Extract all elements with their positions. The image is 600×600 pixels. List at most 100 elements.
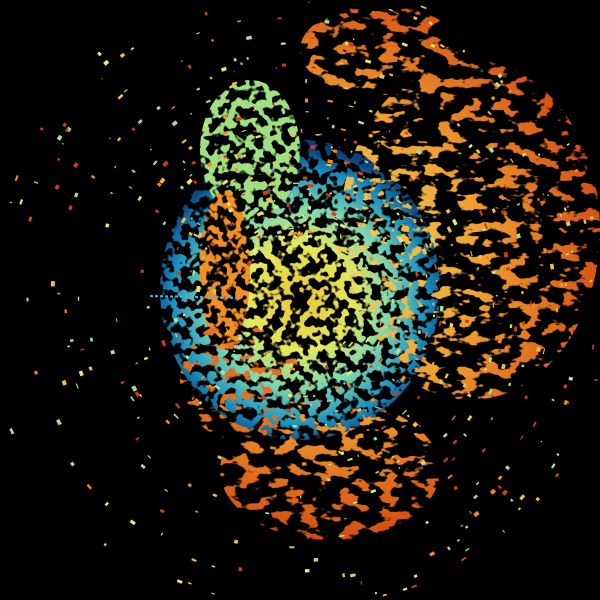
echo-speck <box>495 295 498 297</box>
echo-speck <box>403 243 407 248</box>
echo-speck <box>231 81 238 86</box>
echo-speck <box>487 110 492 116</box>
echo-speck <box>226 201 232 207</box>
echo-speck <box>56 418 62 426</box>
echo-speck <box>270 150 276 154</box>
echo-speck <box>203 172 210 179</box>
echo-speck <box>451 218 458 226</box>
echo-speck <box>319 133 323 136</box>
echo-speck <box>391 455 395 459</box>
echo-speck <box>438 380 443 385</box>
echo-speck <box>147 455 152 459</box>
echo-speck <box>67 345 71 348</box>
echo-speck <box>245 35 253 41</box>
echo-speck <box>339 223 347 229</box>
echo-speck <box>396 319 401 325</box>
echo-speck <box>338 534 345 538</box>
echo-speck <box>408 234 412 240</box>
echo-speck <box>171 105 176 110</box>
echo-speck <box>499 79 504 84</box>
echo-speck <box>355 362 358 364</box>
echo-speck <box>451 457 456 461</box>
echo-speck <box>247 470 253 474</box>
echo-speck <box>114 165 117 169</box>
echo-speck <box>574 168 579 173</box>
echo-speck <box>109 137 111 140</box>
echo-speck <box>377 140 380 143</box>
echo-speck <box>156 182 162 187</box>
echo-speck <box>428 21 433 25</box>
echo-speck <box>253 129 257 133</box>
echo-speck <box>229 85 233 89</box>
echo-speck <box>217 156 220 159</box>
echo-speck <box>238 567 243 572</box>
echo-speck <box>286 408 291 413</box>
echo-speck <box>497 338 503 344</box>
echo-speck <box>180 60 183 63</box>
echo-speck <box>342 340 347 345</box>
echo-speck <box>431 361 435 366</box>
echo-speck <box>332 217 338 221</box>
echo-speck <box>160 532 164 536</box>
echo-speck <box>193 180 198 185</box>
echo-speck <box>196 32 200 35</box>
echo-speck <box>191 160 196 165</box>
echo-speck <box>556 308 558 313</box>
echo-speck <box>90 174 96 179</box>
echo-speck <box>415 271 419 277</box>
echo-speck <box>417 329 422 335</box>
echo-speck <box>57 157 61 161</box>
echo-speck <box>381 325 386 331</box>
echo-speck <box>392 261 396 265</box>
echo-speck <box>187 64 192 70</box>
echo-speck <box>274 101 280 106</box>
echo-speck <box>442 432 448 438</box>
echo-speck <box>503 251 509 258</box>
echo-speck <box>563 384 568 389</box>
echo-speck <box>61 379 67 386</box>
echo-speck <box>222 130 228 136</box>
echo-speck <box>218 267 221 270</box>
echo-speck <box>357 170 364 176</box>
echo-speck <box>517 507 522 511</box>
echo-speck <box>369 256 374 261</box>
echo-speck <box>360 335 367 342</box>
echo-speck <box>311 37 315 39</box>
echo-speck <box>303 224 306 227</box>
echo-speck <box>398 237 404 243</box>
echo-speck <box>497 485 502 490</box>
echo-speck <box>368 109 373 113</box>
echo-speck <box>233 350 236 353</box>
echo-speck <box>301 462 307 466</box>
echo-speck <box>159 177 166 184</box>
echo-speck <box>281 218 284 222</box>
echo-speck <box>345 249 350 254</box>
echo-speck <box>497 475 503 481</box>
echo-speck <box>479 176 485 182</box>
echo-speck <box>187 581 192 585</box>
echo-speck <box>563 399 569 406</box>
echo-speck <box>130 396 135 402</box>
echo-speck <box>425 273 428 278</box>
echo-speck <box>445 208 451 214</box>
echo-speck <box>235 116 243 122</box>
echo-speck <box>308 206 312 210</box>
echo-speck <box>235 100 239 104</box>
radial-streak <box>149 295 241 299</box>
echo-speck <box>185 355 190 360</box>
echo-speck <box>89 337 94 342</box>
echo-speck <box>340 451 345 456</box>
echo-speck <box>334 409 339 413</box>
echo-speck <box>312 394 316 398</box>
echo-speck <box>364 264 369 270</box>
echo-speck <box>305 111 309 113</box>
echo-speck <box>196 285 201 293</box>
echo-speck <box>324 365 329 370</box>
echo-speck <box>372 320 376 324</box>
echo-speck <box>500 194 505 201</box>
echo-speck <box>288 156 291 161</box>
echo-speck <box>265 196 273 203</box>
echo-speck <box>308 1 310 3</box>
echo-speck <box>305 79 307 83</box>
